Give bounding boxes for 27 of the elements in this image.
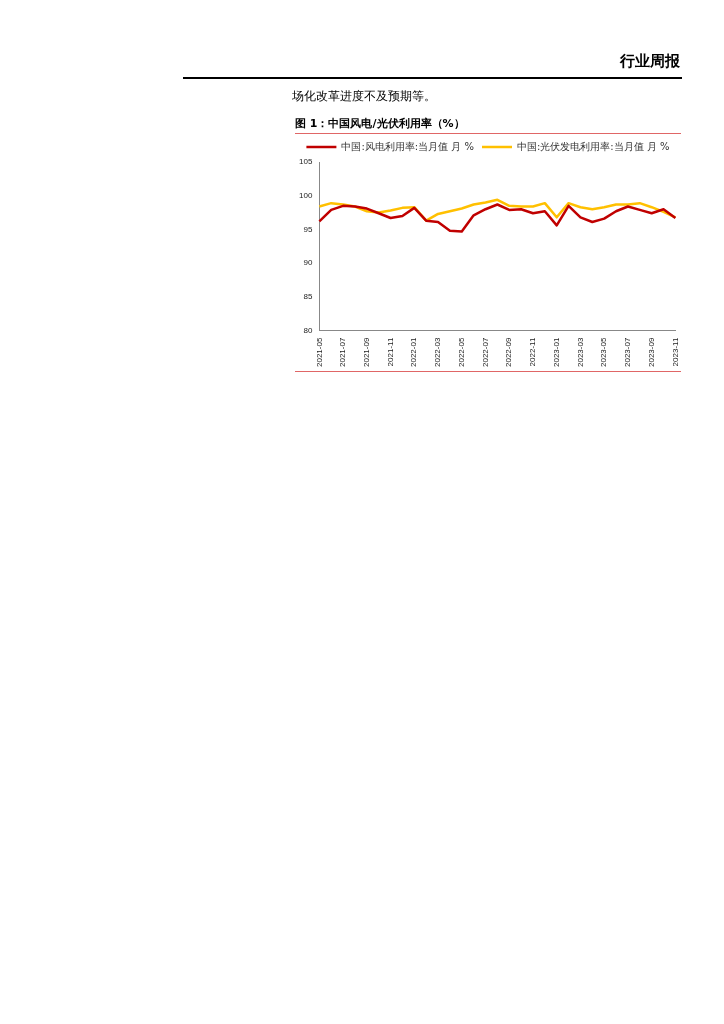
x-tick-label: 2023-03 bbox=[575, 337, 585, 367]
x-tick-label: 2021-05 bbox=[314, 337, 324, 367]
y-tick-label: 100 bbox=[298, 190, 313, 200]
x-tick-label: 2022-11 bbox=[528, 337, 538, 367]
x-tick-label: 2021-07 bbox=[338, 337, 348, 367]
x-tick-label: 2023-11 bbox=[670, 337, 680, 367]
x-tick-label: 2022-03 bbox=[433, 337, 443, 367]
legend-label: 中国:光伏发电利用率:当月值 月 % bbox=[517, 140, 670, 152]
x-tick-label: 2021-11 bbox=[385, 337, 395, 367]
y-tick-label: 80 bbox=[303, 325, 313, 335]
x-tick-label: 2022-01 bbox=[409, 337, 419, 367]
x-tick-label: 2022-05 bbox=[456, 337, 466, 367]
text: 场化改革进度不及预期等。 bbox=[292, 88, 436, 105]
x-tick-label: 2023-01 bbox=[551, 337, 561, 367]
x-tick-label: 2022-09 bbox=[504, 337, 514, 367]
x-tick-label: 2022-07 bbox=[480, 337, 490, 367]
x-tick-label: 2023-09 bbox=[646, 337, 656, 367]
x-tick-label: 2021-09 bbox=[362, 337, 372, 367]
chart-title: 图 1：中国风电/光伏利用率（%） bbox=[295, 116, 681, 134]
y-tick-label: 90 bbox=[303, 258, 313, 268]
text: 行业周报 bbox=[620, 52, 680, 71]
y-tick-label: 95 bbox=[303, 224, 313, 234]
legend-label: 中国:风电利用率:当月值 月 % bbox=[341, 140, 475, 152]
y-tick-label: 85 bbox=[303, 292, 313, 302]
x-tick-label: 2023-05 bbox=[599, 337, 609, 367]
y-tick-label: 105 bbox=[298, 157, 313, 167]
x-tick-label: 2023-07 bbox=[623, 337, 633, 367]
